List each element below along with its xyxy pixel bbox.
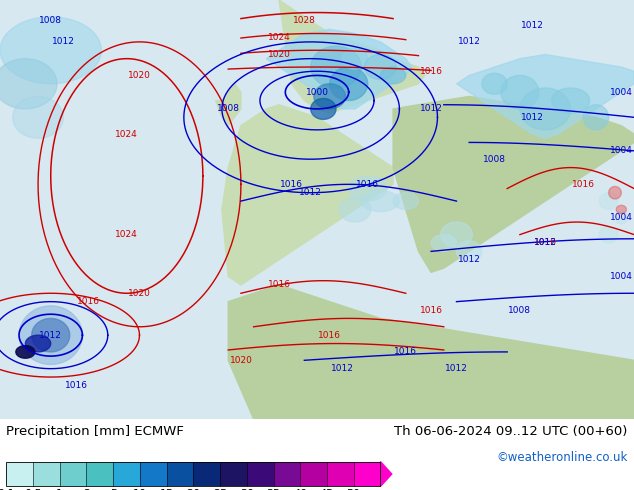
Text: 1008: 1008	[508, 306, 531, 315]
Text: 1024: 1024	[115, 129, 138, 139]
Text: 1020: 1020	[230, 356, 252, 365]
Polygon shape	[32, 318, 70, 352]
Text: 1020: 1020	[128, 289, 151, 298]
Polygon shape	[520, 88, 571, 130]
Text: 1016: 1016	[77, 297, 100, 306]
Polygon shape	[13, 97, 63, 138]
Polygon shape	[615, 212, 628, 224]
Polygon shape	[380, 462, 392, 487]
Polygon shape	[393, 193, 418, 209]
Text: 1016: 1016	[280, 180, 303, 189]
Text: 1012: 1012	[299, 188, 322, 197]
Polygon shape	[361, 191, 399, 212]
Polygon shape	[365, 54, 396, 79]
Text: 1016: 1016	[394, 347, 417, 356]
Bar	[86, 462, 113, 487]
Text: 1012: 1012	[52, 37, 75, 47]
Polygon shape	[583, 105, 609, 130]
Bar	[327, 462, 354, 487]
Text: 1028: 1028	[293, 17, 316, 25]
Bar	[33, 462, 60, 487]
Polygon shape	[609, 186, 621, 199]
Text: 1016: 1016	[318, 331, 341, 340]
Text: 1004: 1004	[610, 147, 633, 155]
Polygon shape	[330, 67, 368, 100]
Text: 1004: 1004	[610, 213, 633, 222]
Polygon shape	[456, 54, 634, 138]
Polygon shape	[266, 29, 412, 109]
Polygon shape	[222, 105, 393, 285]
Polygon shape	[0, 17, 101, 84]
Polygon shape	[349, 176, 387, 201]
Text: ©weatheronline.co.uk: ©weatheronline.co.uk	[496, 451, 628, 464]
Text: 1024: 1024	[268, 33, 290, 42]
Polygon shape	[482, 74, 507, 94]
Polygon shape	[552, 88, 590, 113]
Polygon shape	[16, 345, 35, 358]
Text: 1012: 1012	[521, 113, 544, 122]
Bar	[167, 462, 193, 487]
Bar	[220, 462, 247, 487]
Bar	[113, 462, 140, 487]
Polygon shape	[279, 0, 425, 113]
Text: 1016: 1016	[420, 306, 443, 315]
Polygon shape	[456, 241, 482, 262]
Bar	[6, 462, 380, 487]
Text: 1016: 1016	[356, 180, 379, 189]
Polygon shape	[380, 67, 406, 84]
Polygon shape	[616, 205, 626, 214]
Bar	[273, 462, 301, 487]
Text: 1008: 1008	[217, 104, 240, 113]
Text: 1024: 1024	[115, 230, 138, 239]
Text: 1000: 1000	[306, 88, 328, 97]
Text: 1004: 1004	[610, 88, 633, 97]
Text: 1012: 1012	[331, 364, 354, 373]
Text: Precipitation [mm] ECMWF: Precipitation [mm] ECMWF	[6, 425, 184, 438]
Text: 1012: 1012	[521, 21, 544, 29]
Bar	[140, 462, 167, 487]
Text: 1012: 1012	[445, 364, 468, 373]
Polygon shape	[228, 285, 634, 419]
Polygon shape	[599, 193, 618, 209]
Text: Th 06-06-2024 09..12 UTC (00+60): Th 06-06-2024 09..12 UTC (00+60)	[394, 425, 628, 438]
Text: 1012: 1012	[534, 239, 557, 247]
Text: 1012: 1012	[39, 331, 62, 340]
Polygon shape	[25, 335, 51, 352]
Text: 1020: 1020	[268, 50, 290, 59]
Bar	[247, 462, 273, 487]
Polygon shape	[216, 84, 241, 125]
Text: 1016: 1016	[420, 67, 443, 76]
Polygon shape	[314, 84, 346, 109]
Text: 1008: 1008	[39, 17, 62, 25]
Text: 1012: 1012	[458, 255, 481, 264]
Polygon shape	[339, 197, 371, 222]
Text: 1008: 1008	[483, 155, 506, 164]
Text: 1016: 1016	[65, 381, 87, 390]
Text: 1012: 1012	[458, 37, 481, 47]
Text: 1020: 1020	[128, 71, 151, 80]
Bar	[6, 462, 33, 487]
Polygon shape	[393, 97, 634, 272]
Polygon shape	[342, 48, 368, 69]
Bar	[60, 462, 86, 487]
Polygon shape	[599, 226, 618, 243]
Polygon shape	[0, 59, 57, 109]
Text: 1016: 1016	[534, 239, 557, 247]
Polygon shape	[19, 306, 82, 365]
Text: 1004: 1004	[610, 272, 633, 281]
Text: 1016: 1016	[572, 180, 595, 189]
Polygon shape	[501, 75, 539, 109]
Polygon shape	[441, 222, 472, 247]
Text: 1012: 1012	[420, 104, 443, 113]
Bar	[301, 462, 327, 487]
Polygon shape	[311, 98, 336, 120]
Text: 1016: 1016	[268, 280, 290, 290]
Polygon shape	[431, 235, 456, 251]
Polygon shape	[311, 46, 361, 88]
Bar	[354, 462, 380, 487]
Bar	[193, 462, 220, 487]
